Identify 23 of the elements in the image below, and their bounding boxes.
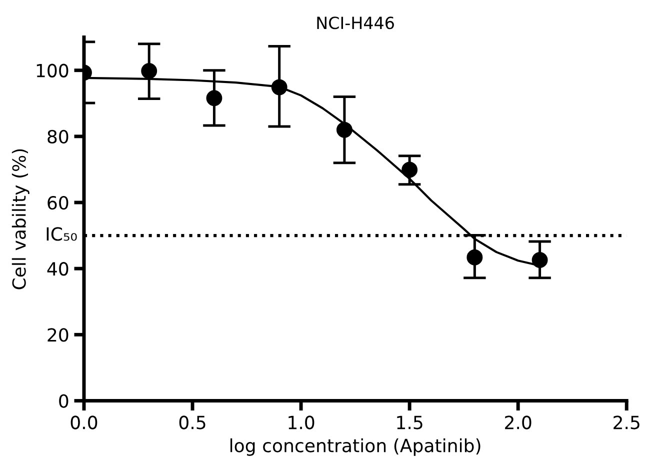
x-tick-label: 0.0 — [70, 416, 98, 430]
point — [206, 90, 222, 106]
point — [532, 252, 548, 268]
y-tick-label: 80 — [48, 130, 68, 144]
x-tick-label: 2.5 — [614, 416, 640, 430]
y-tick-label: 0 — [59, 394, 68, 408]
y-tick-label: 40 — [47, 262, 68, 276]
y-tick-label: 20 — [48, 328, 68, 342]
x-tick-label: 1.5 — [397, 416, 422, 430]
point — [466, 249, 483, 266]
point — [271, 79, 288, 96]
x-tick-label: 1.0 — [288, 416, 314, 430]
x-tick-label: 2.0 — [505, 416, 532, 430]
y-axis-title: Cell vability (%) — [12, 149, 30, 290]
y-tick-label: 60 — [48, 196, 68, 210]
point — [336, 122, 352, 138]
point — [141, 63, 158, 79]
ref-line-label: IC₅₀ — [46, 227, 77, 241]
x-axis-title: log concentration (Apatinib) — [230, 438, 480, 456]
x-tick-label: 0.5 — [179, 416, 206, 430]
point — [402, 162, 418, 178]
y-tick-label: 100 — [36, 64, 68, 78]
chart-title: NCI-H446 — [317, 16, 394, 30]
